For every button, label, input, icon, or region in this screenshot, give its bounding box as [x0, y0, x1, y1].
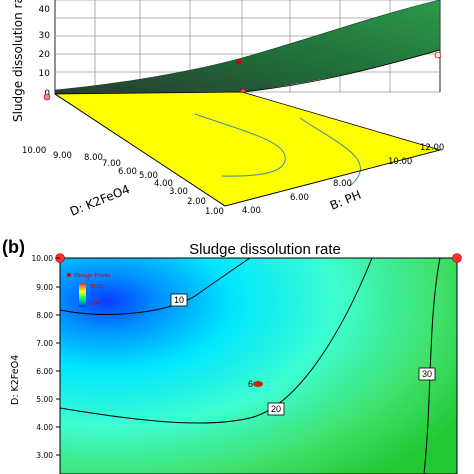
y-tick-label: 1.00	[205, 207, 224, 217]
z-tick-label: 40	[39, 5, 51, 15]
z-axis-label: Sludge dissolution rate	[11, 0, 25, 122]
legend-title: Design Points	[74, 272, 111, 279]
contour-y-tick: 6.00	[36, 367, 53, 376]
contour-y-tick: 4.00	[36, 423, 53, 432]
floor-contour-line	[194, 113, 286, 177]
x-tick-label: 10.00	[388, 157, 412, 167]
legend-min-value: 0.04	[89, 300, 101, 307]
contour-y-axis: 10.00 9.00 8.00 7.00 6.00 5.00 4.00 3.00	[32, 254, 60, 460]
y-axis-label: D: K2FeO4	[68, 182, 132, 219]
z-axis: 0 10 20 30 40	[39, 5, 51, 99]
center-point-count: 6	[248, 379, 253, 389]
contour-y-tick: 9.00	[36, 283, 53, 292]
contour-y-tick: 3.00	[36, 451, 53, 460]
contour-label-box	[418, 367, 436, 381]
contour-y-tick: 7.00	[36, 339, 53, 348]
contour-line-30	[423, 257, 441, 474]
y-tick-label: 4.00	[154, 179, 173, 189]
y-tick-label: 6.00	[118, 167, 137, 177]
x-axis-ticks: 4.00 6.00 8.00 10.00 12.00	[242, 143, 444, 216]
z-tick-label: 10	[39, 69, 51, 79]
contour-y-tick: 10.00	[32, 254, 54, 263]
x-tick-label: 6.00	[290, 193, 309, 203]
y-tick-label: 8.00	[84, 153, 103, 163]
legend-color-bar	[79, 283, 86, 307]
y-axis-ticks: 1.00 2.00 3.00 4.00 5.00 6.00 7.00 8.00 …	[22, 146, 224, 217]
x-tick-label: 4.00	[242, 206, 261, 216]
y-tick-label: 10.00	[22, 146, 46, 156]
floor-contour-line	[299, 117, 361, 187]
x-tick-label: 8.00	[333, 179, 352, 189]
y-axis-edge	[54, 93, 226, 207]
design-point	[43, 93, 51, 101]
contour-y-axis-label: D: K2FeO4	[10, 355, 21, 405]
legend: Design Points 58.51 0.04	[67, 272, 111, 307]
z-tick-label: 20	[39, 50, 51, 60]
z-tick-label: 30	[39, 31, 51, 41]
contour-label-10: 10	[174, 295, 184, 305]
y-tick-label: 5.00	[139, 171, 158, 181]
y-tick-label: 2.00	[187, 197, 206, 207]
design-point	[236, 59, 242, 65]
design-point	[452, 253, 462, 263]
contour-line-10	[59, 257, 251, 315]
panel-label: (b)	[2, 237, 25, 257]
contour-plot-area	[59, 257, 458, 474]
design-point	[434, 51, 442, 59]
contour-title: Sludge dissolution rate	[189, 241, 341, 258]
surface-panel: 0 10 20 30 40 Sludge dissolution rate 1.…	[11, 0, 444, 219]
x-axis-label: B: PH	[328, 188, 363, 213]
contour-y-tick: 8.00	[36, 311, 53, 320]
contour-panel: (b) Sludge dissolution rate 10 20 30 6 D…	[2, 237, 462, 474]
x-axis-edge	[224, 149, 441, 207]
legend-max-value: 58.51	[89, 283, 104, 290]
x-tick-label: 12.00	[420, 143, 444, 153]
legend-marker	[67, 273, 71, 277]
y-tick-label: 7.00	[102, 159, 121, 169]
y-tick-label: 9.00	[53, 151, 72, 161]
contour-label-20: 20	[271, 404, 281, 414]
contour-line-20	[59, 257, 373, 424]
contour-label-box	[170, 293, 188, 307]
y-tick-label: 3.00	[169, 187, 188, 197]
contour-label-box	[267, 402, 285, 416]
center-design-point	[253, 381, 263, 387]
contour-y-tick: 5.00	[36, 395, 53, 404]
contour-label-30: 30	[422, 369, 432, 379]
